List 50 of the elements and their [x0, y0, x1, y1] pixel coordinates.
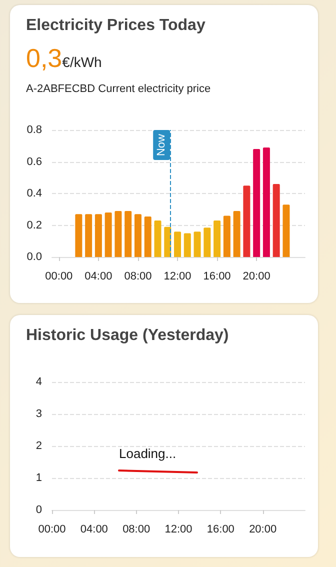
x-tick-label: 04:00 [84, 270, 112, 282]
y-tick-label: 2 [36, 440, 42, 452]
x-tick-label: 00:00 [38, 524, 66, 536]
chart-subtitle: 0,3€/kWh [26, 43, 102, 73]
bar [114, 210, 122, 257]
x-tick-label: 12:00 [164, 524, 192, 536]
bar [282, 204, 290, 257]
chart-title: Electricity Prices Today [26, 17, 206, 35]
bar [214, 220, 221, 257]
bar [154, 220, 162, 257]
x-tick-label: 04:00 [80, 524, 108, 536]
bar [124, 210, 132, 257]
annotation: Loading... [119, 446, 176, 461]
x-tick-label: 08:00 [124, 270, 152, 282]
x-tick-label: 16:00 [203, 270, 231, 282]
y-tick-label: 0 [36, 504, 42, 516]
y-tick-label: 0.4 [26, 188, 42, 200]
x-tick-label: 20:00 [242, 270, 270, 282]
bar [223, 216, 230, 257]
bar [144, 216, 152, 257]
bar [204, 228, 211, 257]
text: A-2ABFECBD Current electricity price [26, 83, 211, 95]
x-tick-label: 12:00 [164, 270, 192, 282]
x-tick-label: 08:00 [122, 524, 150, 536]
bar [233, 210, 240, 257]
bar [253, 149, 260, 257]
chart-title: Historic Usage (Yesterday) [26, 327, 229, 345]
y-tick-label: 1 [36, 472, 42, 484]
bar [104, 212, 112, 257]
bar [174, 232, 182, 257]
bar [194, 232, 201, 257]
ref-line-label: Now [156, 134, 168, 156]
y-tick-label: 0.6 [26, 156, 42, 168]
x-tick-label: 00:00 [45, 270, 73, 282]
bar [75, 214, 82, 257]
bar [94, 214, 102, 257]
y-tick-label: 3 [36, 408, 42, 420]
bar [134, 214, 142, 257]
bar [262, 147, 270, 257]
y-tick-label: 4 [36, 376, 42, 388]
bar [272, 184, 280, 257]
y-tick-label: 0.8 [26, 124, 42, 136]
bar [85, 214, 92, 257]
bar [184, 233, 191, 257]
bar [164, 226, 172, 257]
x-tick-label: 20:00 [249, 524, 277, 536]
y-tick-label: 0.0 [26, 251, 42, 263]
x-tick-label: 16:00 [206, 524, 234, 536]
y-tick-label: 0.2 [26, 219, 42, 232]
bar [243, 186, 250, 257]
